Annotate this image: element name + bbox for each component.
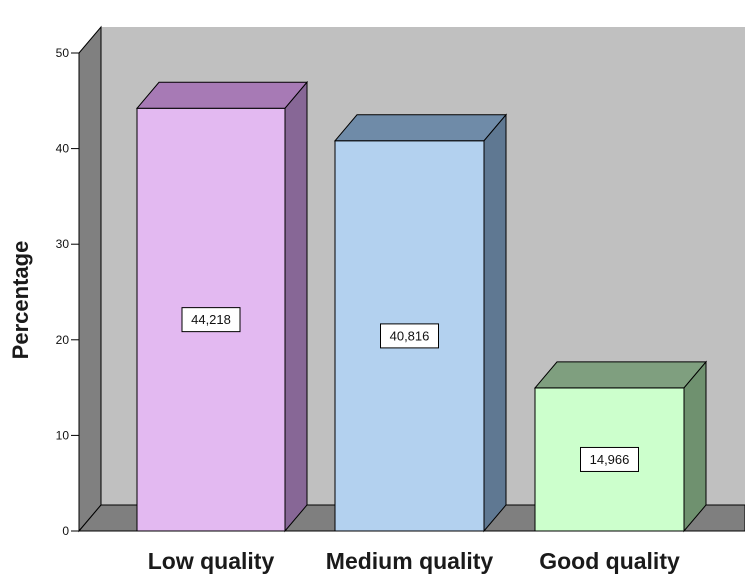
bar-top-face: [333, 114, 508, 142]
y-tick-label: 10: [56, 428, 70, 442]
x-tick-label: Low quality: [148, 548, 275, 574]
y-tick-label: 0: [62, 524, 69, 538]
data-label: 44,218: [191, 312, 231, 327]
x-tick-label: Medium quality: [326, 548, 494, 574]
bar-top-face: [533, 361, 708, 389]
bar-top-face: [135, 81, 309, 109]
bar-side-face: [683, 360, 707, 533]
y-tick-label: 50: [56, 46, 70, 60]
data-label-box: [580, 446, 639, 472]
y-tick-label: 40: [56, 142, 70, 156]
bar-side-face: [483, 113, 507, 533]
chart-left-wall: [78, 25, 102, 533]
x-tick-label: Good quality: [539, 548, 680, 574]
bar-side-face: [284, 80, 308, 533]
data-label-box: [181, 307, 241, 333]
bar: [533, 360, 708, 533]
x-axis-labels: Low quality Medium quality Good quality: [148, 548, 680, 574]
data-labels-layer: 44,218 40,816 14,966: [181, 307, 639, 472]
data-label: 40,816: [390, 328, 430, 343]
y-tick-label: 30: [56, 237, 70, 251]
bar: [135, 80, 309, 533]
y-axis-ticks: 0 10 20 30 40 50: [56, 46, 79, 538]
y-tick-label: 20: [56, 333, 70, 347]
bar: [333, 113, 508, 533]
data-label: 14,966: [590, 452, 630, 467]
data-label-box: [380, 323, 439, 349]
y-axis-title: Percentage: [8, 241, 33, 360]
